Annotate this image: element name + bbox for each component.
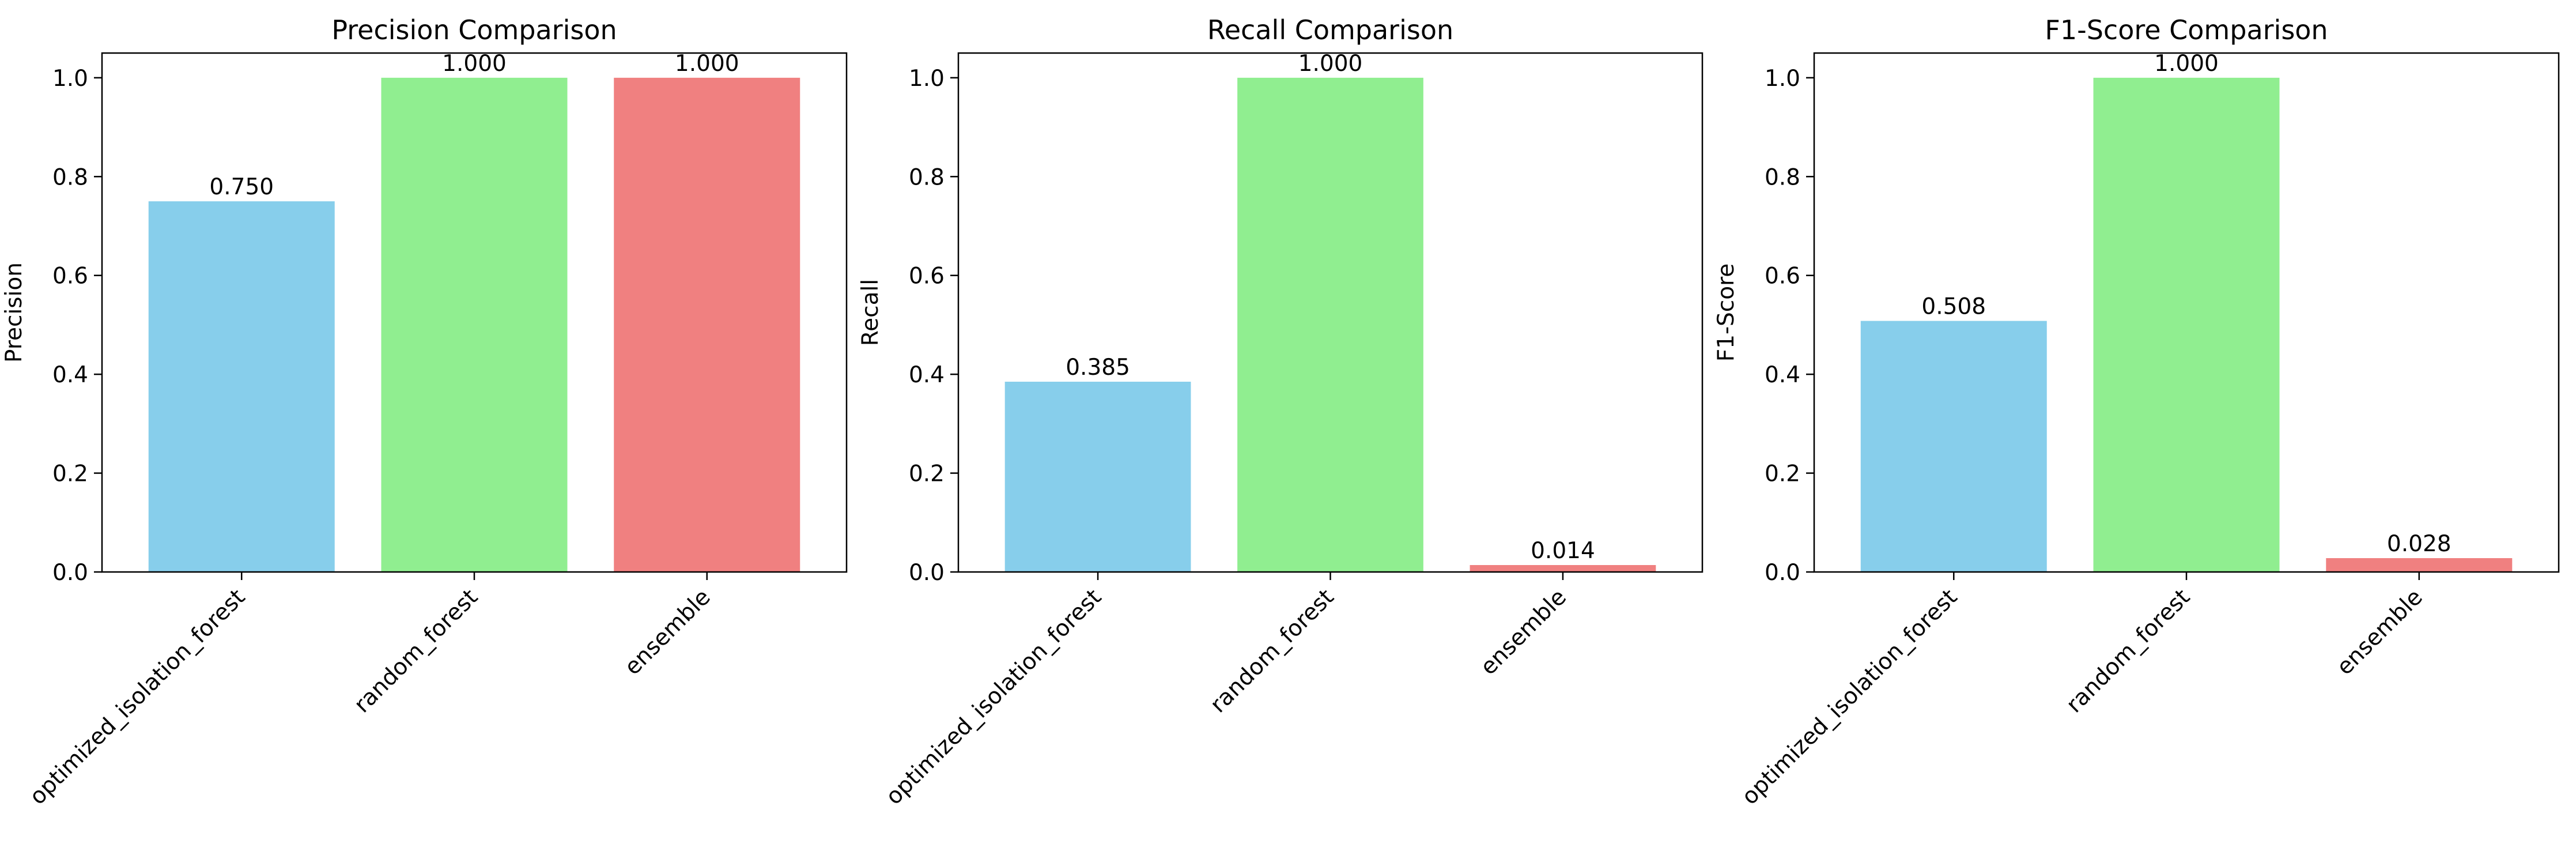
f1-score-bar-optimized-isolation-forest	[1860, 321, 2047, 572]
precision-y-tick-label: 0.4	[52, 362, 88, 388]
f1-score-chart-title: F1-Score Comparison	[2045, 14, 2328, 46]
precision-bar-ensemble	[614, 77, 800, 572]
precision-x-tick-label: ensemble	[620, 584, 716, 680]
precision-y-tick-label: 0.8	[52, 164, 88, 190]
recall-value-label: 1.000	[1298, 51, 1363, 77]
recall-y-tick-label: 1.0	[909, 66, 945, 92]
f1-score-axes-frame	[1813, 52, 2560, 573]
recall-y-tick-label: 0.6	[909, 263, 945, 289]
recall-y-tick-label: 0.4	[909, 362, 945, 388]
recall-bar-random-forest	[1237, 77, 1423, 572]
f1-score-y-axis-label: F1-Score	[1713, 263, 1739, 362]
recall-chart-title: Recall Comparison	[1207, 14, 1453, 46]
f1-score-x-tick-label: optimized_isolation_forest	[1737, 584, 1962, 810]
f1-score-value-label: 1.000	[2154, 51, 2219, 77]
precision-value-label: 1.000	[442, 51, 507, 77]
f1-score-y-tick-label: 0.2	[1765, 461, 1800, 487]
recall-y-axis-label: Recall	[858, 279, 883, 346]
recall-value-label: 0.014	[1531, 538, 1595, 564]
f1-score-chart-panel: 0.508 optimized_isolation_forest 1.000 rand…	[1713, 14, 2560, 810]
recall-axes-frame	[957, 52, 1704, 573]
recall-y-tick-label: 0.8	[909, 164, 945, 190]
precision-y-tick-label: 0.2	[52, 461, 88, 487]
f1-score-bar-random-forest	[2093, 77, 2280, 572]
recall-value-label: 0.385	[1066, 355, 1130, 381]
f1-score-x-tick-label: random_forest	[2061, 584, 2195, 718]
recall-bar-ensemble	[1470, 565, 1656, 572]
precision-chart-title: Precision Comparison	[331, 14, 617, 46]
precision-bar-optimized-isolation-forest	[148, 201, 335, 573]
precision-x-tick-label: optimized_isolation_forest	[25, 584, 250, 810]
recall-x-tick-label: random_forest	[1206, 584, 1339, 718]
recall-y-tick-label: 0.0	[909, 560, 945, 586]
recall-chart-panel: 0.385 optimized_isolation_forest 1.000 rand…	[858, 14, 1704, 810]
f1-score-y-tick-label: 0.0	[1765, 560, 1800, 586]
f1-score-y-tick-label: 0.8	[1765, 164, 1800, 190]
precision-y-tick-label: 0.6	[52, 263, 88, 289]
precision-y-tick-label: 1.0	[52, 66, 88, 92]
precision-value-label: 1.000	[675, 51, 739, 77]
precision-bar-random-forest	[381, 77, 568, 572]
f1-score-x-tick-label: ensemble	[2332, 584, 2428, 680]
recall-y-tick-label: 0.2	[909, 461, 945, 487]
recall-bar-optimized-isolation-forest	[1004, 382, 1191, 572]
f1-score-y-tick-label: 0.4	[1765, 362, 1800, 388]
precision-x-tick-label: random_forest	[349, 584, 483, 718]
f1-score-value-label: 0.028	[2387, 531, 2452, 557]
precision-y-axis-label: Precision	[1, 262, 27, 363]
recall-x-tick-label: optimized_isolation_forest	[881, 584, 1106, 810]
precision-chart-panel: 0.750 optimized_isolation_forest 1.000 rand…	[1, 14, 848, 810]
f1-score-bar-ensemble	[2326, 558, 2513, 572]
recall-x-tick-label: ensemble	[1475, 584, 1572, 680]
f1-score-y-tick-label: 0.6	[1765, 263, 1800, 289]
precision-y-tick-label: 0.0	[52, 560, 88, 586]
f1-score-value-label: 0.508	[1921, 294, 1986, 320]
f1-score-y-tick-label: 1.0	[1765, 66, 1800, 92]
precision-axes-frame	[101, 52, 848, 573]
precision-value-label: 0.750	[209, 174, 274, 200]
